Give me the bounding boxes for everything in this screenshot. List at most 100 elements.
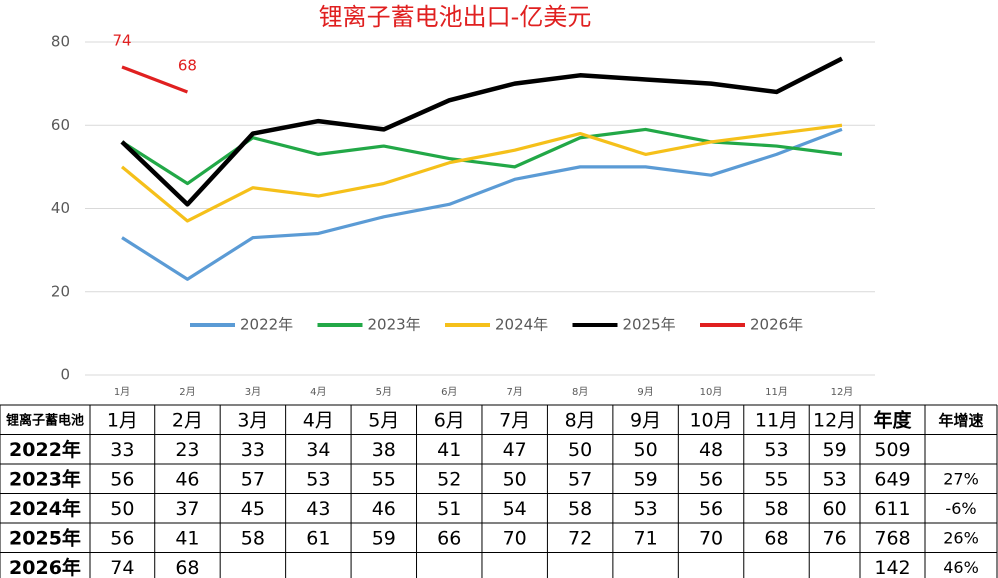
table-header: 10月 <box>689 409 732 431</box>
line-series <box>121 127 843 281</box>
table-cell: 71 <box>634 527 658 549</box>
x-tick-label: 9月 <box>637 386 653 398</box>
table-cell: 53 <box>823 468 847 490</box>
table-cell: 649 <box>874 468 910 490</box>
table-cell: 46 <box>372 498 396 520</box>
table-cell: 26% <box>943 528 979 547</box>
table-header: 年增速 <box>938 411 983 429</box>
table-cell: 74 <box>110 557 134 578</box>
table-header: 4月 <box>303 409 334 431</box>
table-cell: 23 <box>175 439 199 461</box>
table-cell: 56 <box>110 468 134 490</box>
legend-label: 2023年 <box>368 316 421 334</box>
table-cell: 53 <box>634 498 658 520</box>
table-cell: 61 <box>306 527 330 549</box>
table-cell: 34 <box>306 439 330 461</box>
table-header: 8月 <box>565 409 596 431</box>
table-cell: 52 <box>437 468 461 490</box>
table-header: 1月 <box>107 409 138 431</box>
table-cell: 55 <box>764 468 788 490</box>
x-tick-label: 4月 <box>310 386 326 398</box>
table-row-label: 2026年 <box>9 556 81 578</box>
table-cell: 54 <box>503 498 527 520</box>
table-header: 年度 <box>873 408 912 431</box>
table-cell: 41 <box>175 527 199 549</box>
table-cell: 59 <box>823 439 847 461</box>
table-cell: 45 <box>241 498 265 520</box>
table-cell: 43 <box>306 498 330 520</box>
table-cell: 68 <box>764 527 788 549</box>
table-cell: 58 <box>764 498 788 520</box>
table-cell: 56 <box>699 468 723 490</box>
table-cell: 76 <box>823 527 847 549</box>
table-header: 7月 <box>499 409 530 431</box>
table-cell: 47 <box>503 439 527 461</box>
table-header: 9月 <box>630 409 661 431</box>
x-tick-label: 12月 <box>831 386 854 398</box>
table-cell: -6% <box>945 499 976 518</box>
x-tick-label: 2月 <box>179 386 195 398</box>
table-cell: 66 <box>437 527 461 549</box>
line-series <box>121 65 189 94</box>
table-cell: 768 <box>874 527 910 549</box>
table-corner: 锂离子蓄电池 <box>6 412 84 428</box>
y-tick-label: 0 <box>60 366 70 384</box>
table-cell: 38 <box>372 439 396 461</box>
x-tick-label: 3月 <box>245 386 261 398</box>
x-tick-label: 1月 <box>114 386 130 398</box>
table-cell: 58 <box>568 498 592 520</box>
legend-label: 2026年 <box>750 316 803 334</box>
table-header: 11月 <box>755 409 798 431</box>
table-cell: 50 <box>503 468 527 490</box>
table-header: 3月 <box>237 409 268 431</box>
table-cell: 46 <box>175 468 199 490</box>
line-series <box>120 123 843 223</box>
table-row-label: 2023年 <box>9 467 81 490</box>
table-header: 6月 <box>434 409 465 431</box>
x-tick-label: 11月 <box>765 386 788 398</box>
table-cell: 27% <box>943 469 979 488</box>
table-cell: 50 <box>634 439 658 461</box>
table-row-label: 2024年 <box>9 497 81 520</box>
table-cell: 33 <box>110 439 134 461</box>
table-header: 5月 <box>368 409 399 431</box>
table-row-label: 2022年 <box>9 438 81 461</box>
table-cell: 70 <box>699 527 723 549</box>
x-tick-label: 10月 <box>700 386 723 398</box>
x-tick-label: 5月 <box>376 386 392 398</box>
line-series <box>120 56 843 207</box>
table-header: 2月 <box>172 409 203 431</box>
table-cell: 57 <box>241 468 265 490</box>
table-cell: 50 <box>110 498 134 520</box>
table-row-label: 2025年 <box>9 526 81 549</box>
table-cell: 60 <box>823 498 847 520</box>
table-cell: 509 <box>874 439 910 461</box>
table-cell: 53 <box>764 439 788 461</box>
x-tick-label: 6月 <box>441 386 457 398</box>
table-cell: 50 <box>568 439 592 461</box>
x-tick-label: 7月 <box>507 386 523 398</box>
table-cell: 48 <box>699 439 723 461</box>
y-tick-label: 80 <box>51 33 70 51</box>
data-label: 74 <box>112 31 131 49</box>
table-cell: 46% <box>943 558 979 577</box>
table-cell: 56 <box>110 527 134 549</box>
table-cell: 70 <box>503 527 527 549</box>
chart-title: 锂离子蓄电池出口-亿美元 <box>319 3 592 31</box>
data-label: 68 <box>178 56 197 74</box>
y-tick-label: 40 <box>51 199 70 217</box>
table-cell: 41 <box>437 439 461 461</box>
table-cell: 68 <box>175 557 199 578</box>
table-cell: 55 <box>372 468 396 490</box>
table-cell: 142 <box>874 557 910 578</box>
y-tick-label: 60 <box>51 116 70 134</box>
table-cell: 51 <box>437 498 461 520</box>
legend-label: 2024年 <box>495 316 548 334</box>
table-cell: 37 <box>175 498 199 520</box>
table-cell: 57 <box>568 468 592 490</box>
legend-label: 2025年 <box>623 316 676 334</box>
table-cell: 59 <box>372 527 396 549</box>
x-tick-label: 8月 <box>572 386 588 398</box>
table-header: 12月 <box>813 409 856 431</box>
